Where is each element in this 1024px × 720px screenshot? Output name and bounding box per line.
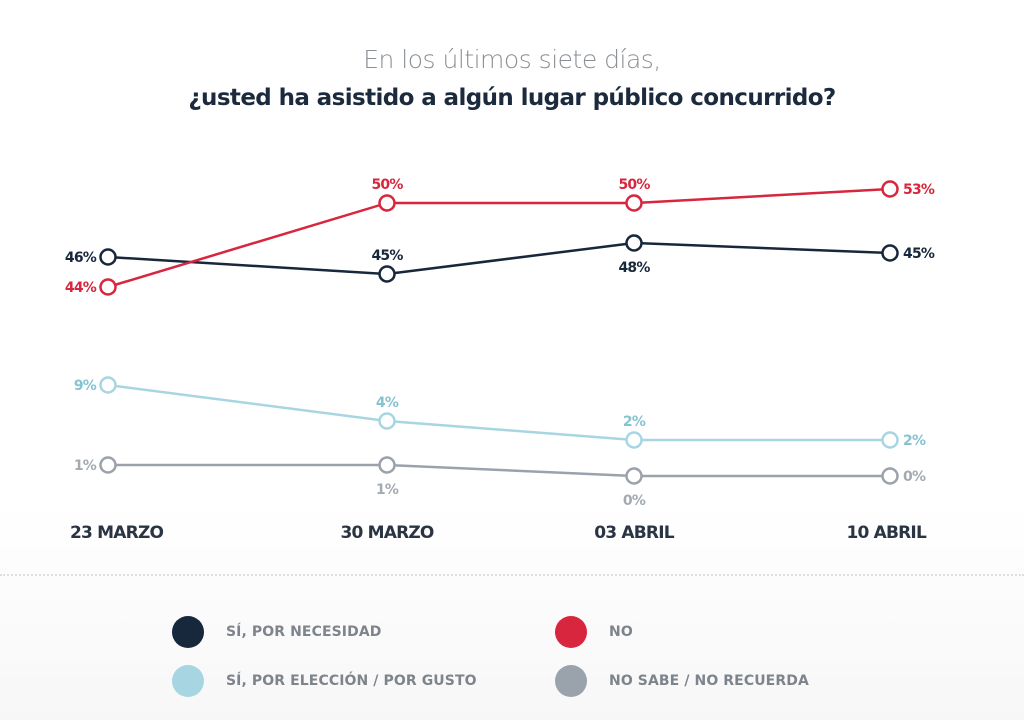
data-label-necesidad: 46% — [65, 250, 97, 266]
data-label-nosabe: 1% — [74, 458, 97, 474]
x-tick-label: 10 ABRIL — [846, 523, 927, 543]
data-label-nosabe: 0% — [623, 493, 646, 509]
series-necesidad: 46% 45% 48% 45% — [65, 234, 936, 283]
data-label-necesidad: 45% — [903, 246, 935, 262]
legend-swatch-no — [555, 616, 587, 648]
legend-swatch-necesidad — [172, 616, 204, 648]
data-label-nosabe: 0% — [903, 469, 926, 485]
series-nosabe: 1% 1% 0% 0% — [74, 456, 927, 509]
data-label-no: 50% — [618, 177, 650, 193]
data-point-no — [881, 180, 899, 198]
chart-subtitle: En los últimos siete días, — [363, 45, 661, 74]
legend-label-necesidad: SÍ, POR NECESIDAD — [226, 624, 382, 640]
data-point-nosabe — [625, 467, 643, 485]
data-point-eleccion — [99, 376, 117, 394]
data-point-nosabe — [378, 456, 396, 474]
line-chart: 23 MARZO 30 MARZO 03 ABRIL 10 ABRIL 1% 1% 0% 0%… — [65, 177, 936, 543]
legend-item-necesidad: SÍ, POR NECESIDAD — [172, 616, 382, 648]
data-label-no: 50% — [371, 177, 403, 193]
data-point-no — [625, 194, 643, 212]
legend-swatch-nosabe — [555, 665, 587, 697]
chart-title: ¿usted ha asistido a algún lugar público… — [188, 85, 836, 111]
legend-label-nosabe: NO SABE / NO RECUERDA — [609, 673, 809, 689]
x-tick-label: 03 ABRIL — [594, 523, 675, 543]
data-point-no — [378, 194, 396, 212]
x-tick-label: 30 MARZO — [340, 523, 433, 543]
data-point-nosabe — [99, 456, 117, 474]
data-label-necesidad: 48% — [618, 260, 650, 276]
data-point-eleccion — [881, 431, 899, 449]
series-eleccion: 9% 4% 2% 2% — [74, 376, 927, 449]
series-line-no — [107, 187, 891, 289]
data-label-eleccion: 4% — [376, 395, 399, 411]
series-no: 44% 50% 50% 53% — [65, 177, 936, 296]
data-point-necesidad — [378, 265, 396, 283]
legend-divider — [0, 574, 1024, 576]
series-line-necesidad — [107, 241, 891, 276]
legend-label-no: NO — [609, 624, 633, 640]
data-point-necesidad — [625, 234, 643, 252]
legend-swatch-eleccion — [172, 665, 204, 697]
series-line-nosabe — [108, 463, 890, 478]
data-point-eleccion — [625, 431, 643, 449]
legend-item-eleccion: SÍ, POR ELECCIÓN / POR GUSTO — [172, 665, 477, 697]
data-point-eleccion — [378, 412, 396, 430]
legend-item-no: NO — [555, 616, 633, 648]
data-label-necesidad: 45% — [371, 248, 403, 264]
data-label-eleccion: 9% — [74, 378, 97, 394]
chart-header: En los últimos siete días, ¿usted ha asi… — [0, 40, 1024, 116]
data-label-eleccion: 2% — [623, 414, 646, 430]
data-label-no: 44% — [65, 280, 97, 296]
data-label-nosabe: 1% — [376, 482, 399, 498]
data-label-no: 53% — [903, 182, 935, 198]
data-label-eleccion: 2% — [903, 433, 926, 449]
data-point-no — [99, 278, 117, 296]
legend-item-nosabe: NO SABE / NO RECUERDA — [555, 665, 809, 697]
data-point-nosabe — [881, 467, 899, 485]
data-point-necesidad — [881, 244, 899, 262]
x-tick-label: 23 MARZO — [70, 523, 163, 543]
series-line-eleccion — [107, 383, 890, 442]
chart-legend: SÍ, POR NECESIDAD NO SÍ, POR ELECCIÓN / … — [0, 610, 1024, 710]
data-point-necesidad — [99, 248, 117, 266]
legend-label-eleccion: SÍ, POR ELECCIÓN / POR GUSTO — [226, 673, 477, 689]
